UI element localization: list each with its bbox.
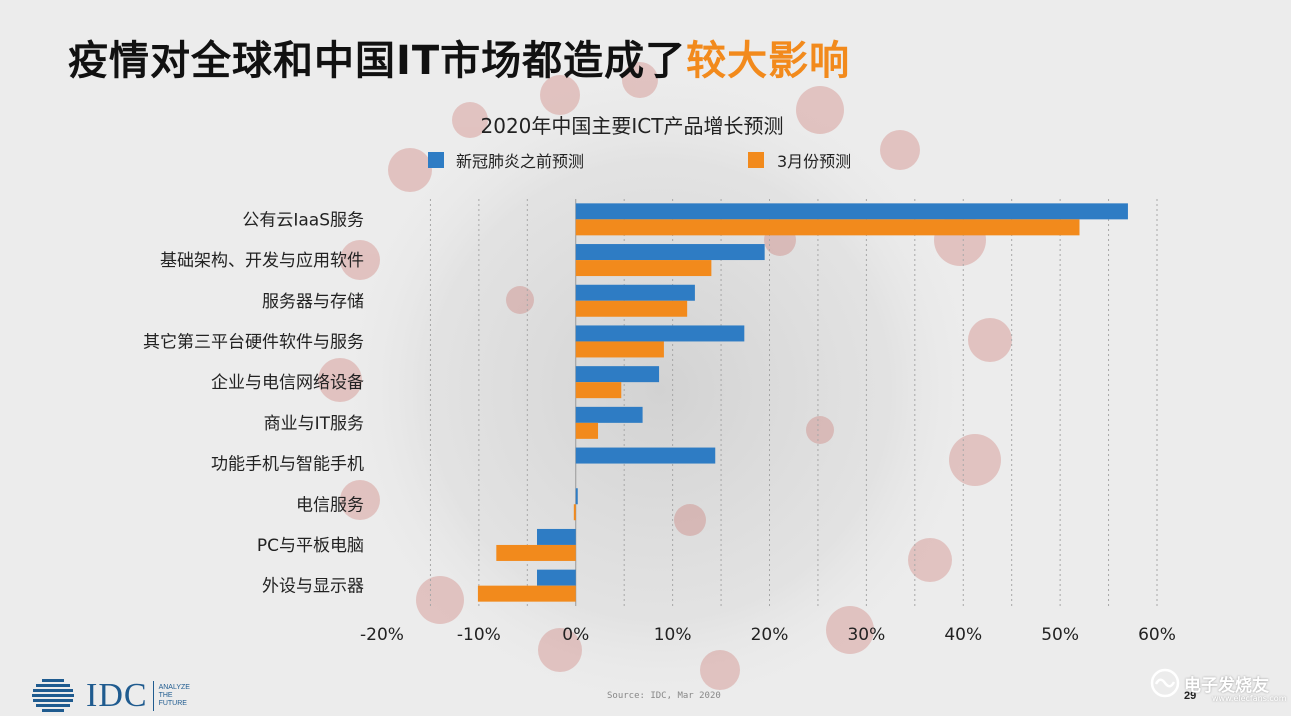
x-tick-label: -10% — [457, 625, 501, 645]
logo-divider — [152, 681, 154, 711]
x-tick-label: 40% — [944, 625, 982, 645]
x-tick-label: 10% — [654, 625, 692, 645]
category-label: 商业与IT服务 — [264, 414, 364, 434]
chart-category-labels: 公有云IaaS服务基础架构、开发与应用软件服务器与存储其它第三平台硬件软件与服务… — [143, 210, 364, 596]
logo-name: IDC — [86, 677, 148, 714]
watermark-text: 电子发烧友 — [1184, 675, 1269, 696]
category-label: 其它第三平台硬件软件与服务 — [143, 332, 364, 352]
x-tick-label: 50% — [1041, 625, 1079, 645]
page-number: 29 — [1184, 690, 1197, 702]
category-label: 公有云IaaS服务 — [242, 210, 364, 230]
source-note: Source: IDC, Mar 2020 — [607, 691, 721, 701]
bar-series-1-1 — [575, 260, 712, 277]
category-label: 基础架构、开发与应用软件 — [160, 251, 364, 271]
bar-series-1-9 — [477, 585, 576, 602]
chart-x-tick-labels: -20% -10% 0% 10% 20% 30% 40% 50% 60% — [360, 625, 1176, 645]
bar-series-0-3 — [575, 325, 745, 342]
slide-title-main: 疫情对全球和中国IT市场都造成了 — [68, 38, 687, 84]
globe-icon — [32, 679, 74, 712]
category-label: 服务器与存储 — [262, 292, 364, 312]
slide-title-accent: 较大影响 — [686, 38, 851, 84]
bar-series-1-7 — [573, 504, 576, 521]
watermark: 电子发烧友 — [1150, 668, 1269, 698]
watermark-url: www.elecfans.com — [1212, 694, 1287, 703]
legend-swatch-series-0 — [428, 152, 444, 168]
x-tick-label: -20% — [360, 625, 404, 645]
category-label: 电信服务 — [296, 495, 364, 515]
category-label: 功能手机与智能手机 — [211, 455, 364, 475]
legend-label-series-0: 新冠肺炎之前预测 — [456, 152, 584, 171]
bar-series-1-4 — [575, 382, 622, 399]
wave-logo-icon — [1150, 668, 1180, 698]
bar-series-1-8 — [496, 544, 576, 561]
bar-series-0-0 — [575, 203, 1128, 220]
category-label: PC与平板电脑 — [257, 536, 364, 556]
bar-series-1-0 — [575, 219, 1080, 236]
slide-title: 疫情对全球和中国IT市场都造成了较大影响 — [68, 28, 850, 86]
x-tick-label: 0% — [562, 625, 589, 645]
x-tick-label: 60% — [1138, 625, 1176, 645]
bar-series-0-4 — [575, 366, 660, 383]
x-tick-label: 20% — [751, 625, 789, 645]
bar-series-0-8 — [537, 528, 576, 545]
bar-series-1-5 — [575, 422, 599, 439]
category-label: 外设与显示器 — [262, 577, 364, 597]
bar-series-1-3 — [575, 341, 664, 358]
chart-title: 2020年中国主要ICT产品增长预测 — [481, 114, 784, 138]
bar-series-0-6 — [575, 447, 716, 464]
logo-tagline: ANALYZE THE FUTURE — [158, 684, 190, 707]
bar-series-0-5 — [575, 406, 643, 423]
chart-legend: 新冠肺炎之前预测 3月份预测 — [428, 152, 851, 171]
bar-series-0-9 — [537, 569, 576, 586]
bar-series-0-1 — [575, 244, 765, 261]
chart-bars — [477, 203, 1128, 602]
idc-logo: IDC ANALYZE THE FUTURE — [28, 676, 190, 716]
bar-series-1-2 — [575, 300, 688, 317]
category-label: 企业与电信网络设备 — [211, 373, 364, 393]
legend-swatch-series-1 — [748, 152, 764, 168]
bar-series-0-2 — [575, 284, 695, 301]
x-tick-label: 30% — [847, 625, 885, 645]
legend-label-series-1: 3月份预测 — [777, 152, 851, 171]
bar-series-0-7 — [575, 488, 578, 505]
